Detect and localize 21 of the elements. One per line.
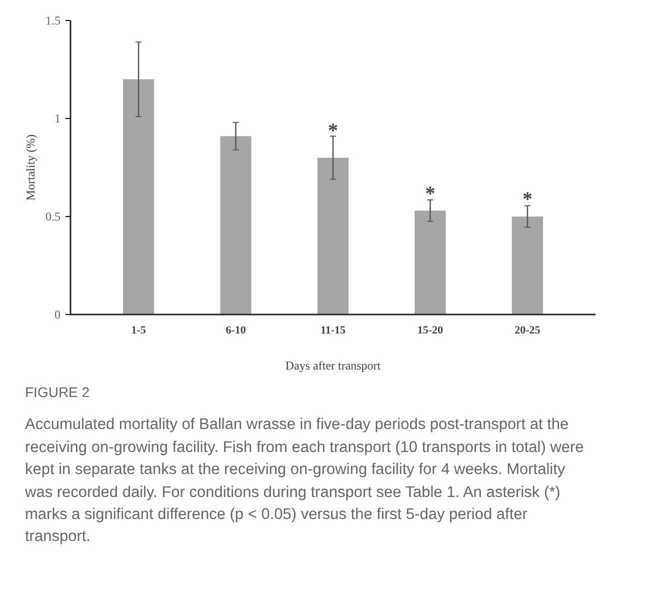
bar [317,158,349,314]
x-tick-label: 6-10 [226,324,246,336]
y-axis-title: Mortality (%) [24,134,38,201]
x-tick-label: 1-5 [131,324,146,336]
text: FIGURE 2 [25,383,90,402]
y-tick-label: 1 [54,112,60,126]
bar [220,136,252,314]
x-tick-label: 15-20 [417,324,444,336]
annotation: * [522,188,532,211]
y-tick-label: 0 [54,308,60,322]
text: Accumulated mortality of Ballan wrasse in five-day periods post-transport at the receiving on-growing facility. Fish from each transport (10 transports in total) were kept in separate tanks at the receiving on-growing facility for 4 weeks. Mortality was recorded daily. For conditions during transport see Table 1. An asterisk (*) marks a significant difference (p < 0.05) versus the first 5-day period after transport. [25,415,585,548]
y-tick-label: 1.5 [46,14,60,28]
bar [123,79,154,314]
x-tick-label: 20-25 [514,324,541,336]
y-tick-label: 0.5 [46,210,60,224]
annotation: * [425,182,436,205]
bar [512,216,543,314]
x-tick-label: 11-15 [320,324,346,336]
annotation: * [328,120,338,142]
bar [414,210,446,314]
x-axis-title: Days after transport [285,358,382,372]
